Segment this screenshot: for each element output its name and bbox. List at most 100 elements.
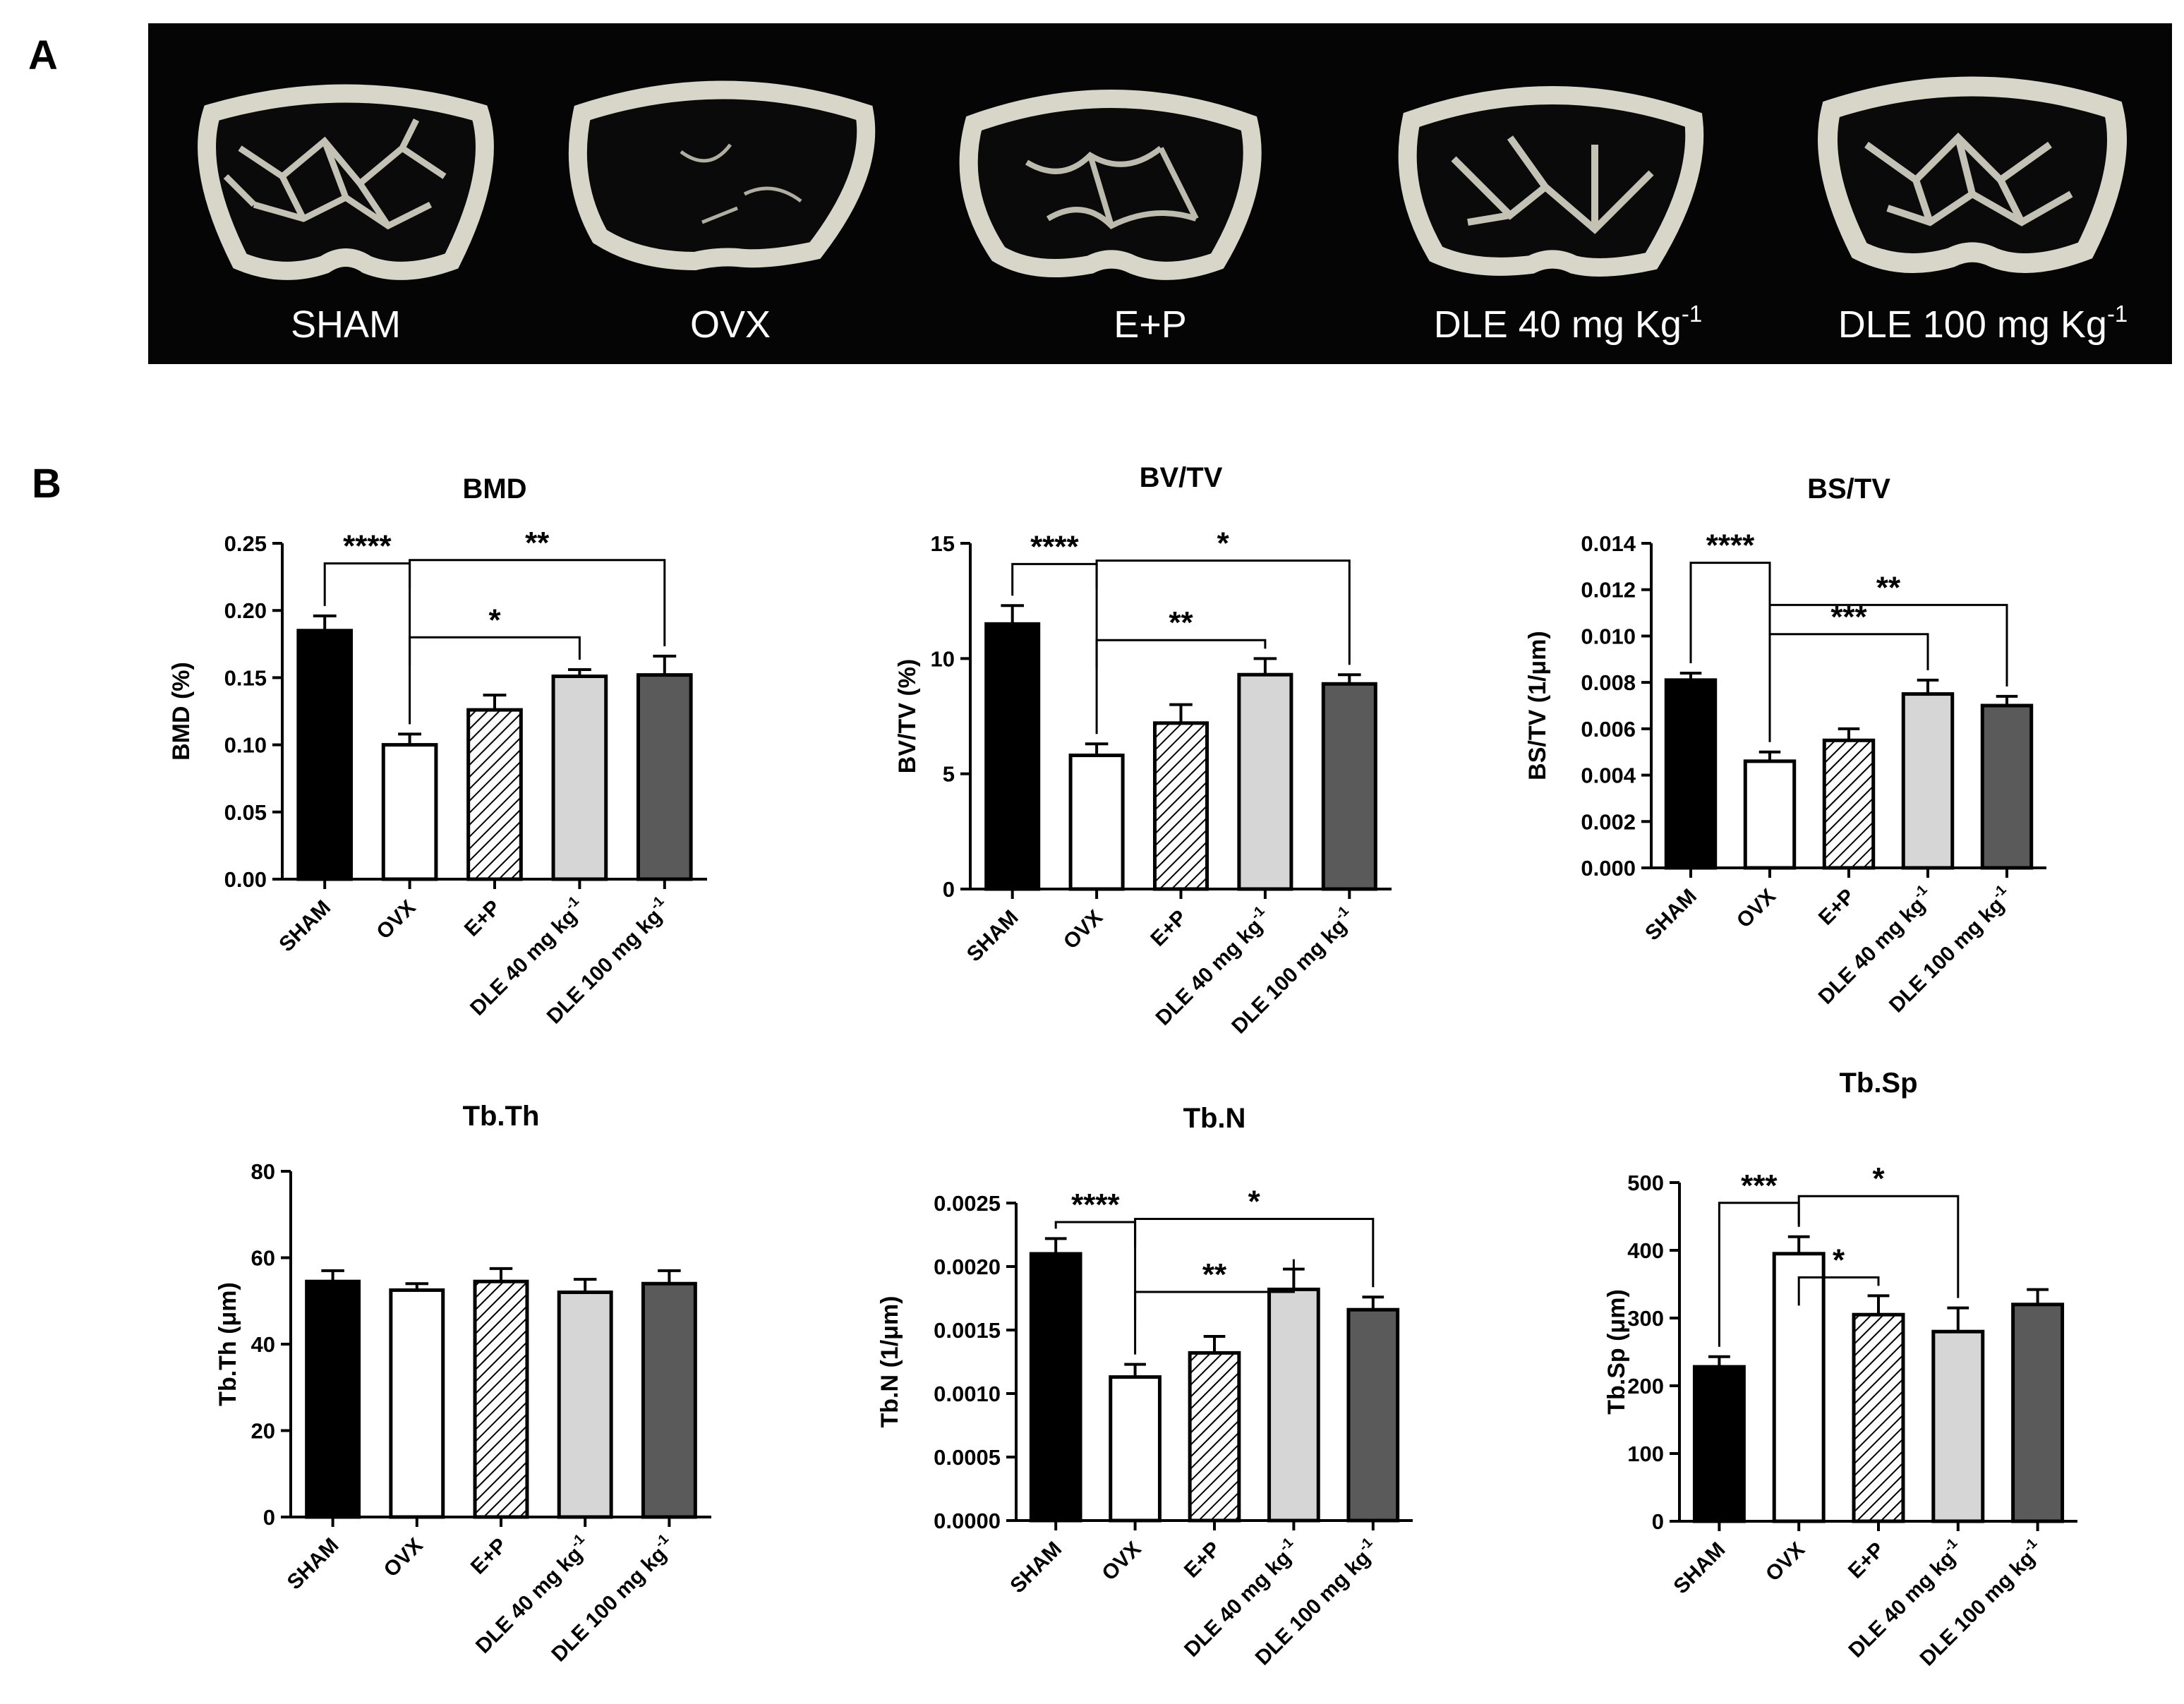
y-tick-label: 0.014 bbox=[1581, 531, 1636, 556]
y-tick-label: 200 bbox=[1627, 1374, 1664, 1398]
y-tick-label: 80 bbox=[251, 1159, 275, 1184]
y-tick-label: 5 bbox=[943, 762, 955, 787]
y-tick-label: 0.0015 bbox=[934, 1318, 1001, 1343]
bar-dle40 bbox=[551, 674, 608, 881]
y-tick-label: 0.05 bbox=[224, 800, 267, 825]
bar-sham bbox=[1029, 1252, 1082, 1523]
x-tick-label-sham: SHAM bbox=[274, 896, 335, 957]
significance-label: * bbox=[1833, 1243, 1845, 1277]
micro-ct-panel: SHAM OVX E+P DLE 40 mg Kg-1 DLE 100 mg K… bbox=[148, 23, 2172, 364]
bar-dle100 bbox=[641, 1281, 697, 1519]
chart-4: Tb.N 0.0000 0.0005 0.0010 0.0015 0.0020 0.0025… bbox=[876, 1103, 1413, 1670]
scan-label-dle40: DLE 40 mg Kg-1 bbox=[1434, 301, 1703, 346]
scan-label-dle100-sup: -1 bbox=[2107, 301, 2128, 327]
x-tick-label-sham: SHAM bbox=[283, 1534, 344, 1595]
y-tick-label: 60 bbox=[251, 1246, 275, 1271]
bar-dle100 bbox=[1321, 682, 1377, 891]
y-tick-label: 0.0020 bbox=[934, 1255, 1001, 1279]
scan-image-dle40 bbox=[1398, 86, 1704, 277]
chart-title: Tb.Th bbox=[463, 1101, 540, 1132]
bar-ovx bbox=[1743, 759, 1797, 870]
y-tick-label: 0.010 bbox=[1581, 624, 1636, 648]
y-tick-label: 0.000 bbox=[1581, 856, 1636, 881]
chart-title: Tb.N bbox=[1183, 1103, 1246, 1134]
y-tick-label: 0.012 bbox=[1581, 578, 1636, 603]
bar-ep bbox=[1852, 1312, 1905, 1523]
bar-dle100 bbox=[2011, 1303, 2065, 1523]
x-tick-label-ovx: OVX bbox=[1761, 1538, 1809, 1586]
x-tick-label-text: E+P bbox=[1844, 1538, 1889, 1583]
scan-image-sham bbox=[198, 84, 494, 280]
chart-title: BV/TV bbox=[1140, 462, 1223, 493]
y-tick-label: 0 bbox=[263, 1505, 275, 1530]
x-tick-label-text: E+P bbox=[1146, 906, 1191, 951]
y-tick-label: 500 bbox=[1627, 1171, 1664, 1195]
y-tick-label: 100 bbox=[1627, 1442, 1664, 1466]
significance-bracket bbox=[1134, 1218, 1375, 1288]
y-tick-label: 10 bbox=[931, 646, 955, 671]
panel-b-letter: B bbox=[32, 461, 61, 507]
significance-bracket bbox=[409, 636, 581, 666]
y-tick-label: 0.10 bbox=[224, 733, 267, 758]
x-tick-label-text: OVX bbox=[1732, 885, 1780, 933]
y-axis-label: Tb.Th (μm) bbox=[215, 1282, 241, 1406]
y-tick-label: 0.20 bbox=[224, 598, 267, 623]
x-tick-label-text: E+P bbox=[460, 896, 505, 941]
significance-label: **** bbox=[1071, 1188, 1120, 1222]
bar-ovx bbox=[381, 743, 438, 881]
y-tick-label: 0 bbox=[1652, 1509, 1664, 1534]
y-tick-label: 0.002 bbox=[1581, 809, 1636, 834]
scan-label-dle100: DLE 100 mg Kg-1 bbox=[1838, 301, 2128, 346]
x-tick-label-ovx: OVX bbox=[1097, 1537, 1145, 1585]
y-axis-label: Tb.Sp (μm) bbox=[1603, 1289, 1630, 1415]
significance-label: * bbox=[1872, 1161, 1885, 1196]
significance-label: ** bbox=[1876, 570, 1901, 605]
bar-ep bbox=[1188, 1350, 1241, 1523]
bar-dle40 bbox=[1267, 1287, 1320, 1523]
bar-dle100 bbox=[636, 673, 693, 881]
bar-sham bbox=[1664, 678, 1718, 870]
chart-2: BS/TV 0.000 0.002 0.004 0.006 0.008 0.010 0.012… bbox=[1524, 473, 2046, 1017]
bar-ep bbox=[473, 1279, 529, 1519]
chart-title: Tb.Sp bbox=[1839, 1068, 1917, 1099]
significance-bracket bbox=[1768, 603, 2008, 687]
x-tick-label-ovx: OVX bbox=[1059, 906, 1107, 954]
x-tick-label-ovx: OVX bbox=[1732, 885, 1780, 933]
bar-ovx bbox=[389, 1288, 445, 1519]
y-tick-label: 0.0010 bbox=[934, 1382, 1001, 1406]
x-tick-label-text: OVX bbox=[1097, 1537, 1145, 1585]
x-tick-label-text: E+P bbox=[466, 1534, 512, 1579]
bar-ovx bbox=[1068, 754, 1125, 891]
x-tick-label-text: OVX bbox=[380, 1534, 428, 1582]
bar-dle100 bbox=[1980, 703, 2034, 870]
significance-bracket bbox=[1054, 1221, 1137, 1355]
chart-5: Tb.Sp 0 100 200 300 400 500 Tb.Sp (μm) SHAM OVX E+… bbox=[1603, 1068, 2077, 1671]
y-tick-label: 0.004 bbox=[1581, 763, 1636, 788]
y-tick-label: 300 bbox=[1627, 1306, 1664, 1331]
x-tick-label-text: SHAM bbox=[1641, 885, 1701, 945]
significance-bracket bbox=[1797, 1195, 1960, 1298]
significance-label: * bbox=[1248, 1185, 1261, 1219]
y-tick-label: 0.15 bbox=[224, 665, 267, 690]
x-tick-label-text: SHAM bbox=[283, 1534, 344, 1595]
significance-label: **** bbox=[343, 529, 392, 564]
bar-dle40 bbox=[557, 1291, 613, 1519]
y-tick-label: 15 bbox=[931, 531, 955, 556]
y-axis-label: BMD (%) bbox=[168, 662, 195, 761]
chart-title: BMD bbox=[462, 473, 526, 504]
significance-bracket bbox=[1095, 639, 1267, 669]
scan-image-ep bbox=[959, 90, 1262, 280]
x-tick-label-text: OVX bbox=[1059, 906, 1107, 954]
scan-label-sham: SHAM bbox=[291, 303, 401, 346]
x-tick-label-sham: SHAM bbox=[963, 906, 1023, 967]
significance-label: *** bbox=[1741, 1168, 1778, 1203]
bar-ep bbox=[1822, 738, 1876, 870]
x-tick-label-text: SHAM bbox=[1670, 1538, 1730, 1599]
significance-bracket bbox=[409, 559, 666, 646]
significance-label: *** bbox=[1830, 600, 1867, 634]
x-tick-label-dle100: DLE 100 mg kg-1 bbox=[1882, 882, 2017, 1017]
x-tick-label-ovx: OVX bbox=[380, 1534, 428, 1582]
bar-ep bbox=[466, 708, 523, 881]
